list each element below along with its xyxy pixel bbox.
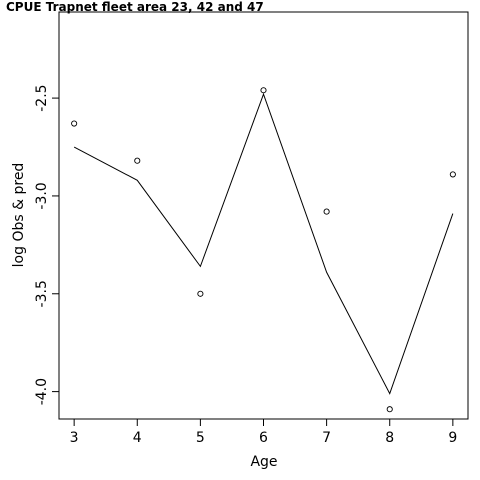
x-tick-label: 3 bbox=[70, 430, 79, 446]
observed-point bbox=[71, 120, 78, 127]
y-tick-label: -4.0 bbox=[34, 378, 50, 405]
series-layer bbox=[71, 87, 456, 413]
x-tick-label: 9 bbox=[448, 430, 457, 446]
chart-title-line1: CPUE Trapnet fleet area 23, 42 and 47 bbox=[6, 0, 264, 14]
observed-point bbox=[449, 171, 456, 178]
observed-point bbox=[134, 157, 141, 164]
y-axis-label: log Obs & pred bbox=[11, 163, 27, 268]
x-tick-label: 4 bbox=[133, 430, 142, 446]
y-tick-label: -2.5 bbox=[34, 84, 50, 111]
x-axis: 3 4 5 6 7 8 9 bbox=[70, 419, 457, 446]
y-tick-label: -3.5 bbox=[34, 280, 50, 307]
predicted-line bbox=[73, 92, 454, 395]
observed-point bbox=[197, 290, 204, 297]
x-tick-label: 5 bbox=[196, 430, 205, 446]
x-axis-label: Age bbox=[250, 454, 277, 470]
y-tick-label: -3.0 bbox=[34, 182, 50, 209]
x-tick-label: 6 bbox=[259, 430, 268, 446]
x-tick-label: 7 bbox=[322, 430, 331, 446]
observed-point bbox=[386, 406, 393, 413]
x-tick-label: 8 bbox=[385, 430, 394, 446]
y-axis: -4.0 -3.5 -3.0 -2.5 bbox=[34, 84, 59, 405]
observed-point bbox=[323, 208, 330, 215]
